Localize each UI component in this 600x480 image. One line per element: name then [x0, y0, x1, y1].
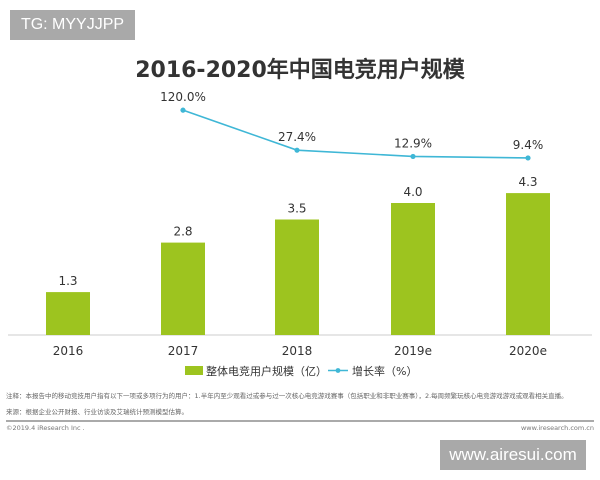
bar	[506, 193, 550, 335]
chart-title: 2016-2020年中国电竞用户规模	[135, 58, 465, 83]
bar	[161, 242, 205, 335]
growth-point	[410, 153, 416, 160]
growth-point	[180, 107, 186, 113]
site-url: www.iresearch.com.cn	[520, 424, 594, 432]
watermark-top-left: TG: MYYJJPP	[10, 10, 135, 40]
growth-label: 12.9%	[394, 136, 432, 150]
bar-label: 1.3	[58, 274, 77, 288]
copyright: ©2019.4 iResearch Inc .	[6, 424, 85, 432]
legend-line-label: 增长率（%）	[352, 364, 417, 378]
growth-label: 120.0%	[160, 90, 206, 104]
growth-point	[525, 155, 531, 161]
source-note: 来源：根据企业公开财报、行业访谈及艾瑞统计预测模型估算。	[6, 408, 188, 416]
x-tick-label: 2019e	[394, 344, 432, 358]
bar-label: 4.3	[518, 175, 537, 189]
chart: 1.3 2016 2.8 2017 3.5 2018 4.0 2019e 4.3 2020e 120…	[8, 90, 592, 378]
bar-label: 3.5	[287, 202, 306, 216]
growth-label: 9.4%	[513, 138, 544, 152]
growth-label: 27.4%	[278, 130, 316, 144]
x-tick-label: 2017	[168, 344, 199, 358]
growth-line	[182, 109, 529, 159]
legend-bar-label: 整体电竞用户规模（亿）	[206, 364, 327, 378]
bar	[46, 292, 90, 335]
footnote: 注释：本报告中的移动竞技用户指有以下一项或多项行为的用户：1.半年内至少观看过或…	[6, 392, 568, 400]
legend-line-marker	[335, 368, 341, 373]
bar	[391, 203, 435, 335]
growth-point	[294, 147, 300, 153]
bar	[275, 219, 319, 335]
x-tick-label: 2016	[53, 344, 84, 358]
legend-bar-swatch	[185, 366, 203, 375]
bar-label: 2.8	[173, 225, 192, 239]
bar-label: 4.0	[403, 185, 422, 199]
watermark-bottom-right: www.airesui.com	[440, 440, 586, 470]
divider	[6, 420, 594, 422]
x-tick-label: 2020e	[509, 344, 547, 358]
x-tick-label: 2018	[282, 344, 313, 358]
